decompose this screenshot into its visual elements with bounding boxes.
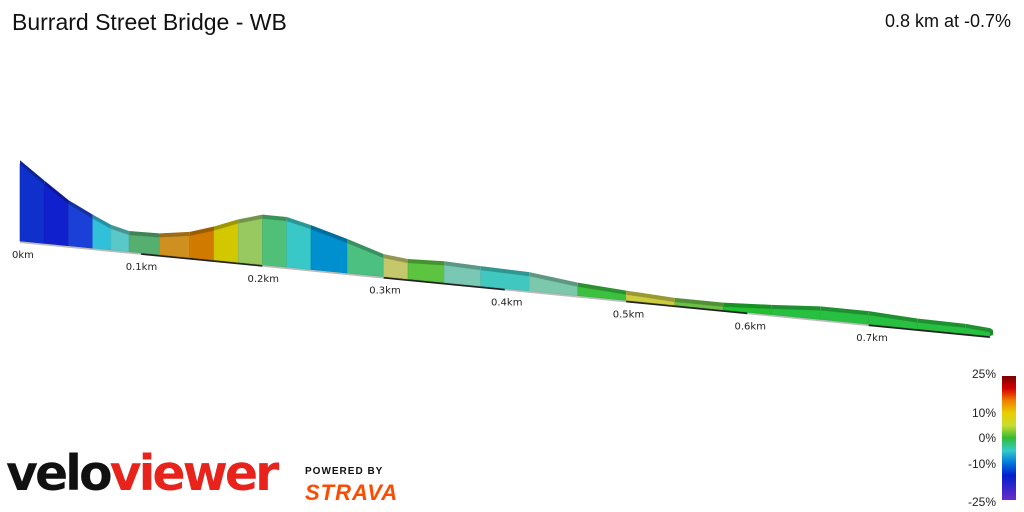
profile-segment-top-6 <box>159 231 190 238</box>
profile-segment-top-22 <box>723 302 772 309</box>
profile-segment-top-10 <box>262 214 287 222</box>
gradient-legend <box>1002 376 1016 500</box>
profile-segment-top-15 <box>408 259 445 266</box>
profile-segment-top-8 <box>214 219 239 231</box>
profile-segment-top-13 <box>347 238 384 259</box>
x-tick-label-6: 0.6km <box>735 321 766 332</box>
profile-segment-5 <box>128 234 160 255</box>
legend-label-0: 25% <box>971 367 996 381</box>
profile-segment-top-18 <box>529 272 578 287</box>
profile-segment-top-23 <box>771 304 821 311</box>
gradient-legend-bar <box>1002 376 1016 500</box>
powered-by-label: POWERED BY <box>305 466 384 477</box>
segment-title: Burrard Street Bridge - WB <box>12 9 287 35</box>
logo-word-velo: velo <box>6 445 113 502</box>
profile-segment-9 <box>237 218 263 266</box>
legend-label-4: -25% <box>967 495 996 509</box>
elevation-profile-chart: 0km 0.1km 0.2km 0.3km 0.4km 0.5km 0.6km 0.7km <box>12 160 993 344</box>
profile-segment-10 <box>262 218 288 268</box>
x-tick-label-1: 0.1km <box>126 262 157 273</box>
x-tick-label-5: 0.5km <box>613 309 644 320</box>
profile-end-cap <box>990 328 993 336</box>
profile-segment-11 <box>286 220 312 270</box>
profile-segment-top-9 <box>238 214 263 224</box>
profile-segment-top-26 <box>917 318 966 328</box>
segment-summary: 0.8 km at -0.7% <box>884 11 1011 31</box>
legend-label-3: -10% <box>967 457 996 471</box>
profile-segment-top-2 <box>68 200 93 219</box>
x-tick-label-2: 0.2km <box>248 274 279 285</box>
profile-segment-top-7 <box>189 226 214 236</box>
profile-segment-top-11 <box>286 217 311 230</box>
x-tick-label-0: 0km <box>12 250 34 261</box>
profile-segment-top-25 <box>868 311 918 323</box>
x-tick-label-3: 0.3km <box>369 286 400 297</box>
profile-segment-top-4 <box>110 224 130 236</box>
profile-segment-top-16 <box>444 261 481 271</box>
profile-segment-top-14 <box>383 254 408 263</box>
profile-segment-top-12 <box>311 225 348 243</box>
profile-segment-top-17 <box>480 266 530 277</box>
veloviewer-logo: veloviewer <box>6 449 279 498</box>
profile-segment-top-27 <box>965 323 990 333</box>
legend-label-1: 10% <box>971 406 996 420</box>
profile-segment-top-1 <box>44 180 69 205</box>
profile-segment-15 <box>407 262 445 283</box>
profile-segment-0 <box>19 163 45 244</box>
profile-segment-top-20 <box>626 290 675 302</box>
profile-segment-top-21 <box>674 297 724 307</box>
profile-segment-top-3 <box>92 214 111 229</box>
profile-segment-6 <box>159 235 191 258</box>
profile-segment-top-0 <box>20 160 45 185</box>
x-tick-label-7: 0.7km <box>856 333 887 344</box>
profile-segment-top-24 <box>820 306 869 316</box>
strava-logo: STRAVA <box>305 480 399 505</box>
profile-segment-top-19 <box>577 282 627 295</box>
logo-word-viewer: viewer <box>109 445 280 502</box>
profile-segment-top-5 <box>129 231 160 238</box>
legend-label-2: 0% <box>978 431 996 445</box>
x-tick-label-4: 0.4km <box>491 298 522 309</box>
